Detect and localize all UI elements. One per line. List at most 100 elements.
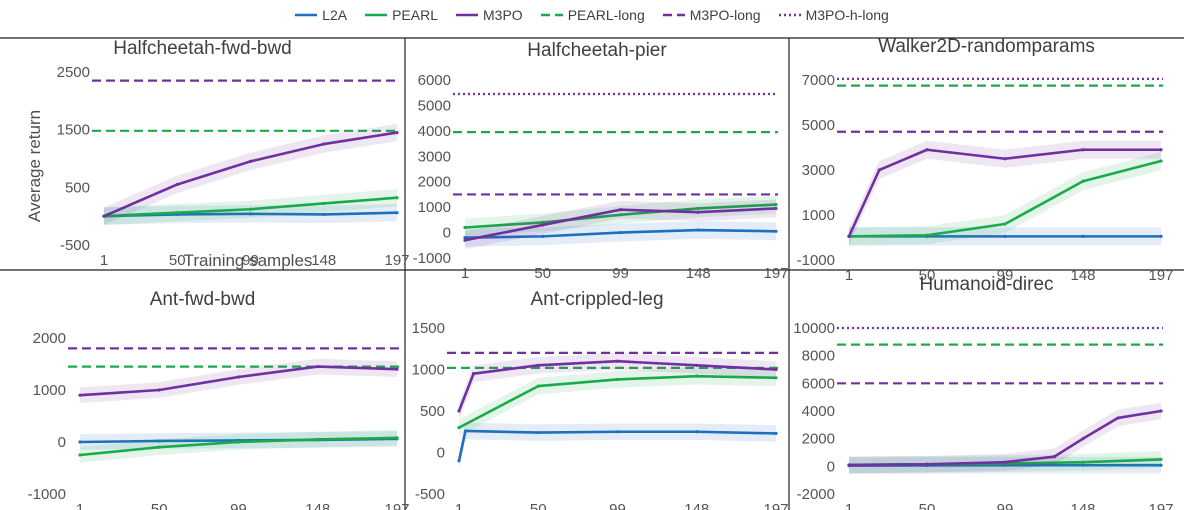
point-pearl — [925, 233, 929, 237]
point-l2a — [618, 230, 623, 235]
x-tick-label: 197 — [384, 252, 409, 269]
y-axis-label: Average return — [25, 110, 44, 222]
y-tick-label: 4000 — [418, 123, 451, 140]
x-tick-label: 50 — [151, 501, 168, 510]
y-tick-label: 3000 — [802, 162, 835, 179]
point-l2a — [541, 234, 545, 238]
point-l2a — [463, 429, 468, 433]
point-m3po — [1003, 157, 1007, 161]
x-tick-label: 99 — [242, 252, 259, 269]
point-m3po — [1159, 409, 1163, 413]
panel-ant-crippled-leg: Ant-crippled-leg -500 0 500 1000 1500 1 50 99 148… — [412, 289, 789, 510]
point-m3po — [395, 367, 399, 371]
band-m3po — [849, 140, 1161, 246]
point-pearl — [236, 440, 241, 444]
point-m3po — [847, 463, 851, 467]
y-tick-label: 4000 — [802, 403, 835, 420]
panel-halfcheetah-fwd-bwd: Halfcheetah-fwd-bwd -500 500 1500 2500 1 50 99 1… — [57, 38, 410, 269]
y-tick-label: -500 — [415, 486, 445, 503]
x-tick-label: 148 — [311, 252, 336, 269]
y-tick-label: 2500 — [57, 64, 90, 81]
point-m3po — [316, 365, 320, 369]
y-tick-label: 6000 — [802, 375, 835, 392]
y-tick-label: -500 — [60, 237, 90, 254]
point-m3po — [78, 393, 82, 397]
point-pearl — [395, 436, 399, 440]
legend-item-m3po: M3PO — [456, 7, 523, 23]
y-tick-label: 1500 — [412, 320, 445, 337]
point-m3po — [696, 210, 700, 214]
point-m3po — [1081, 148, 1085, 152]
y-tick-label: -2000 — [797, 486, 835, 503]
x-tick-label: 1 — [100, 252, 108, 269]
x-tick-label: 1 — [845, 501, 853, 510]
y-tick-label: 6000 — [418, 72, 451, 89]
y-tick-label: 5000 — [418, 97, 451, 114]
x-tick-label: 1 — [76, 501, 84, 510]
band-pearl — [849, 152, 1161, 246]
point-m3po — [615, 359, 620, 363]
band-l2a — [459, 422, 776, 470]
point-pearl — [1003, 222, 1007, 226]
legend-swatch-m3po-long — [662, 13, 685, 17]
point-m3po — [774, 367, 778, 372]
x-tick-label: 197 — [384, 501, 409, 510]
x-tick-label: 197 — [1148, 501, 1173, 510]
point-l2a — [695, 430, 699, 434]
point-m3po — [925, 462, 929, 466]
x-tick-label: 148 — [305, 501, 330, 510]
point-m3po — [395, 130, 399, 135]
y-tick-label: 0 — [443, 225, 451, 242]
panel-ant-fwd-bwd: Ant-fwd-bwd -1000 0 1000 2000 1 50 99 148 197 — [28, 289, 410, 510]
point-l2a — [1003, 234, 1007, 238]
x-tick-label: 50 — [919, 501, 936, 510]
point-m3po — [1116, 416, 1120, 420]
y-tick-label: 0 — [58, 434, 66, 451]
point-m3po — [618, 208, 623, 212]
point-pearl — [774, 203, 778, 207]
point-pearl — [157, 445, 161, 449]
legend-label: PEARL-long — [567, 7, 645, 23]
point-pearl — [78, 453, 82, 457]
point-pearl — [1081, 460, 1085, 464]
x-tick-label: 99 — [230, 501, 247, 510]
point-l2a — [1159, 234, 1163, 238]
x-tick-label: 148 — [1070, 267, 1095, 284]
legend-item-l2a: L2A — [295, 7, 347, 23]
chart-title: Ant-crippled-leg — [530, 289, 663, 310]
point-l2a — [774, 229, 778, 233]
x-tick-label: 99 — [997, 501, 1014, 510]
band-m3po — [104, 123, 397, 225]
panel-halfcheetah-pier: Halfcheetah-pier -1000 0 1000 2000 3000 4000 50… — [413, 40, 789, 282]
point-pearl — [316, 437, 320, 441]
point-m3po — [457, 409, 461, 413]
point-m3po — [695, 363, 699, 367]
x-tick-label: 50 — [530, 501, 547, 510]
point-m3po — [536, 363, 540, 367]
point-m3po — [1081, 437, 1085, 441]
chart-title: Walker2D-randomparams — [878, 36, 1095, 57]
chart-title: Halfcheetah-pier — [527, 40, 667, 61]
x-tick-label: 50 — [919, 267, 936, 284]
legend-swatch-l2a — [295, 13, 318, 17]
point-pearl — [536, 384, 540, 388]
point-m3po — [471, 372, 476, 376]
x-tick-label: 197 — [763, 265, 788, 282]
point-l2a — [322, 212, 326, 217]
point-pearl — [248, 207, 253, 211]
point-pearl — [322, 201, 326, 206]
chart-title: Ant-fwd-bwd — [150, 289, 256, 310]
chart-title: Humanoid-direc — [919, 274, 1053, 295]
point-pearl — [696, 206, 700, 211]
y-tick-label: 7000 — [802, 72, 835, 89]
chart-legend: L2A PEARL M3PO PEARL-long M3PO-long M3PO-h-lo… — [0, 4, 1184, 26]
point-m3po — [877, 168, 881, 172]
legend-item-m3po-long: M3PO-long — [662, 7, 761, 23]
legend-item-pearl: PEARL — [365, 7, 438, 23]
point-pearl — [1159, 159, 1163, 163]
series-m3po — [847, 148, 1161, 237]
x-tick-label: 197 — [1148, 267, 1173, 284]
point-m3po — [236, 375, 241, 379]
point-pearl — [175, 211, 179, 215]
